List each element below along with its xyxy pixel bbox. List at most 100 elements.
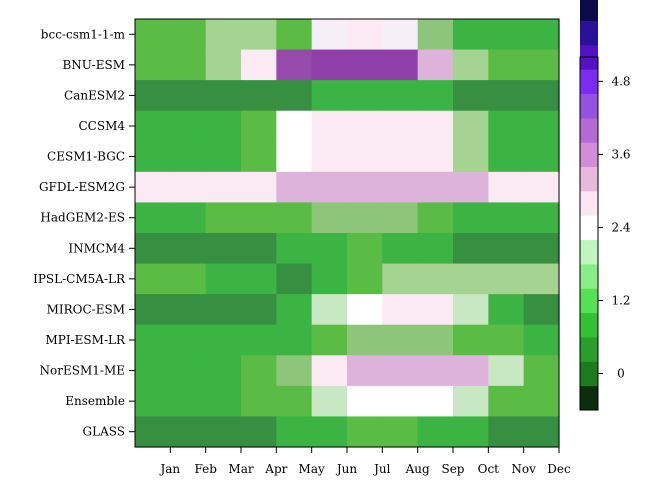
- heatmap-cell: [453, 416, 489, 448]
- heatmap-cell: [205, 324, 242, 356]
- colorbar-segment: [580, 166, 598, 192]
- heatmap-cell: [311, 233, 348, 265]
- heatmap-cell: [276, 233, 313, 265]
- heatmap-cell: [276, 385, 313, 418]
- heatmap-cell: [417, 355, 454, 387]
- heatmap-cell: [347, 263, 383, 295]
- heatmap-cell: [135, 202, 171, 234]
- heatmap-cell: [347, 355, 383, 387]
- heatmap-cell: [382, 263, 419, 295]
- heatmap-cell: [135, 416, 171, 448]
- x-axis-ticks: [169, 447, 560, 453]
- heatmap-cell: [170, 263, 207, 295]
- x-tick-label: Aug: [405, 462, 430, 476]
- heatmap-cell: [170, 110, 207, 142]
- heatmap-cell: [417, 141, 454, 173]
- heatmap-cell: [417, 233, 454, 265]
- heatmap-cell: [205, 263, 242, 295]
- heatmap-cell: [417, 385, 454, 418]
- x-tick-label: Feb: [194, 462, 217, 476]
- heatmap-cell: [241, 355, 277, 387]
- heatmap-cell: [276, 110, 313, 142]
- heatmap-cell: [417, 49, 454, 81]
- heatmap-cell: [276, 355, 313, 387]
- heatmap-cell: [276, 171, 313, 204]
- heatmap-cell: [488, 171, 525, 204]
- heatmap-cell: [488, 202, 525, 234]
- x-tick-label: Jan: [158, 462, 180, 476]
- heatmap-cell: [205, 202, 242, 234]
- heatmap-cell: [347, 233, 383, 265]
- y-axis-labels: bcc-csm1-1-m BNU-ESM CanESM2 CCSM4 CESM1-BGC…: [33, 27, 126, 438]
- heatmap-cell: [170, 80, 207, 112]
- y-tick-label: Ensemble: [65, 394, 125, 408]
- heatmap-cell: [170, 171, 207, 204]
- heatmap-cell: [382, 416, 419, 448]
- heatmap-cell: [241, 416, 277, 448]
- heatmap-cell: [241, 49, 277, 81]
- heatmap-cell: [170, 294, 207, 326]
- x-tick-label: Sep: [441, 462, 464, 476]
- y-tick-label: HadGEM2-ES: [40, 211, 125, 225]
- colorbar-segment: [580, 93, 598, 119]
- heatmap-cell: [523, 202, 560, 234]
- heatmap-cells: [135, 19, 560, 448]
- y-tick-label: GFDL-ESM2G: [39, 180, 125, 194]
- heatmap-cell: [135, 19, 171, 51]
- heatmap-cell: [241, 80, 277, 112]
- heatmap-cell: [453, 324, 489, 356]
- heatmap-cell: [135, 233, 171, 265]
- heatmap-cell: [488, 355, 525, 387]
- heatmap-cell: [523, 80, 560, 112]
- heatmap-cell: [453, 202, 489, 234]
- heatmap-cell: [135, 263, 171, 295]
- heatmap-cell: [523, 110, 560, 142]
- x-axis-labels: Jan Feb Mar Apr May Jun Jul Aug Sep Oct Nov Dec: [158, 462, 571, 476]
- heatmap-cell: [382, 294, 419, 326]
- heatmap-cell: [488, 263, 525, 295]
- heatmap-cell: [276, 202, 313, 234]
- y-tick-label: bcc-csm1-1-m: [41, 27, 126, 41]
- heatmap-cell: [311, 324, 348, 356]
- colorbar-tick-label: 0: [617, 366, 625, 380]
- colorbar-segment: [580, 69, 598, 95]
- heatmap-cell: [276, 294, 313, 326]
- y-tick-label: GLASS: [83, 425, 125, 439]
- colorbar-ticks: [598, 80, 603, 374]
- colorbar-tick-label: 1.2: [611, 293, 630, 307]
- heatmap-cell: [311, 80, 348, 112]
- x-tick-label: Apr: [264, 462, 287, 476]
- colorbar-segment: [580, 288, 598, 314]
- colorbar-segment: [580, 190, 598, 216]
- colorbar-segment: [580, 263, 598, 289]
- heatmap-cell: [382, 202, 419, 234]
- heatmap-cell: [347, 80, 383, 112]
- heatmap-cell: [241, 141, 277, 173]
- heatmap-cell: [523, 49, 560, 81]
- heatmap-cell: [488, 233, 525, 265]
- y-axis-ticks: [129, 33, 135, 433]
- y-tick-label: NorESM1-ME: [40, 364, 125, 378]
- heatmap-cell: [205, 49, 242, 81]
- colorbar-segment: [580, 117, 598, 143]
- heatmap-cell: [488, 416, 525, 448]
- colorbar-tick-label: 3.6: [611, 147, 630, 161]
- x-tick-label: Dec: [547, 462, 571, 476]
- heatmap-cell: [241, 233, 277, 265]
- heatmap-cell: [488, 385, 525, 418]
- heatmap-cell: [135, 171, 171, 204]
- heatmap-cell: [523, 263, 560, 295]
- heatmap-cell: [135, 294, 171, 326]
- x-tick-label: Mar: [228, 462, 253, 476]
- heatmap-cell: [523, 294, 560, 326]
- heatmap-cell: [417, 19, 454, 51]
- heatmap-cell: [205, 233, 242, 265]
- heatmap-cell: [311, 385, 348, 418]
- heatmap-cell: [205, 19, 242, 51]
- heatmap-cell: [417, 324, 454, 356]
- heatmap-cell: [347, 110, 383, 142]
- heatmap-cell: [135, 141, 171, 173]
- heatmap-cell: [135, 80, 171, 112]
- colorbar-segment: [580, 239, 598, 265]
- heatmap-cell: [453, 263, 489, 295]
